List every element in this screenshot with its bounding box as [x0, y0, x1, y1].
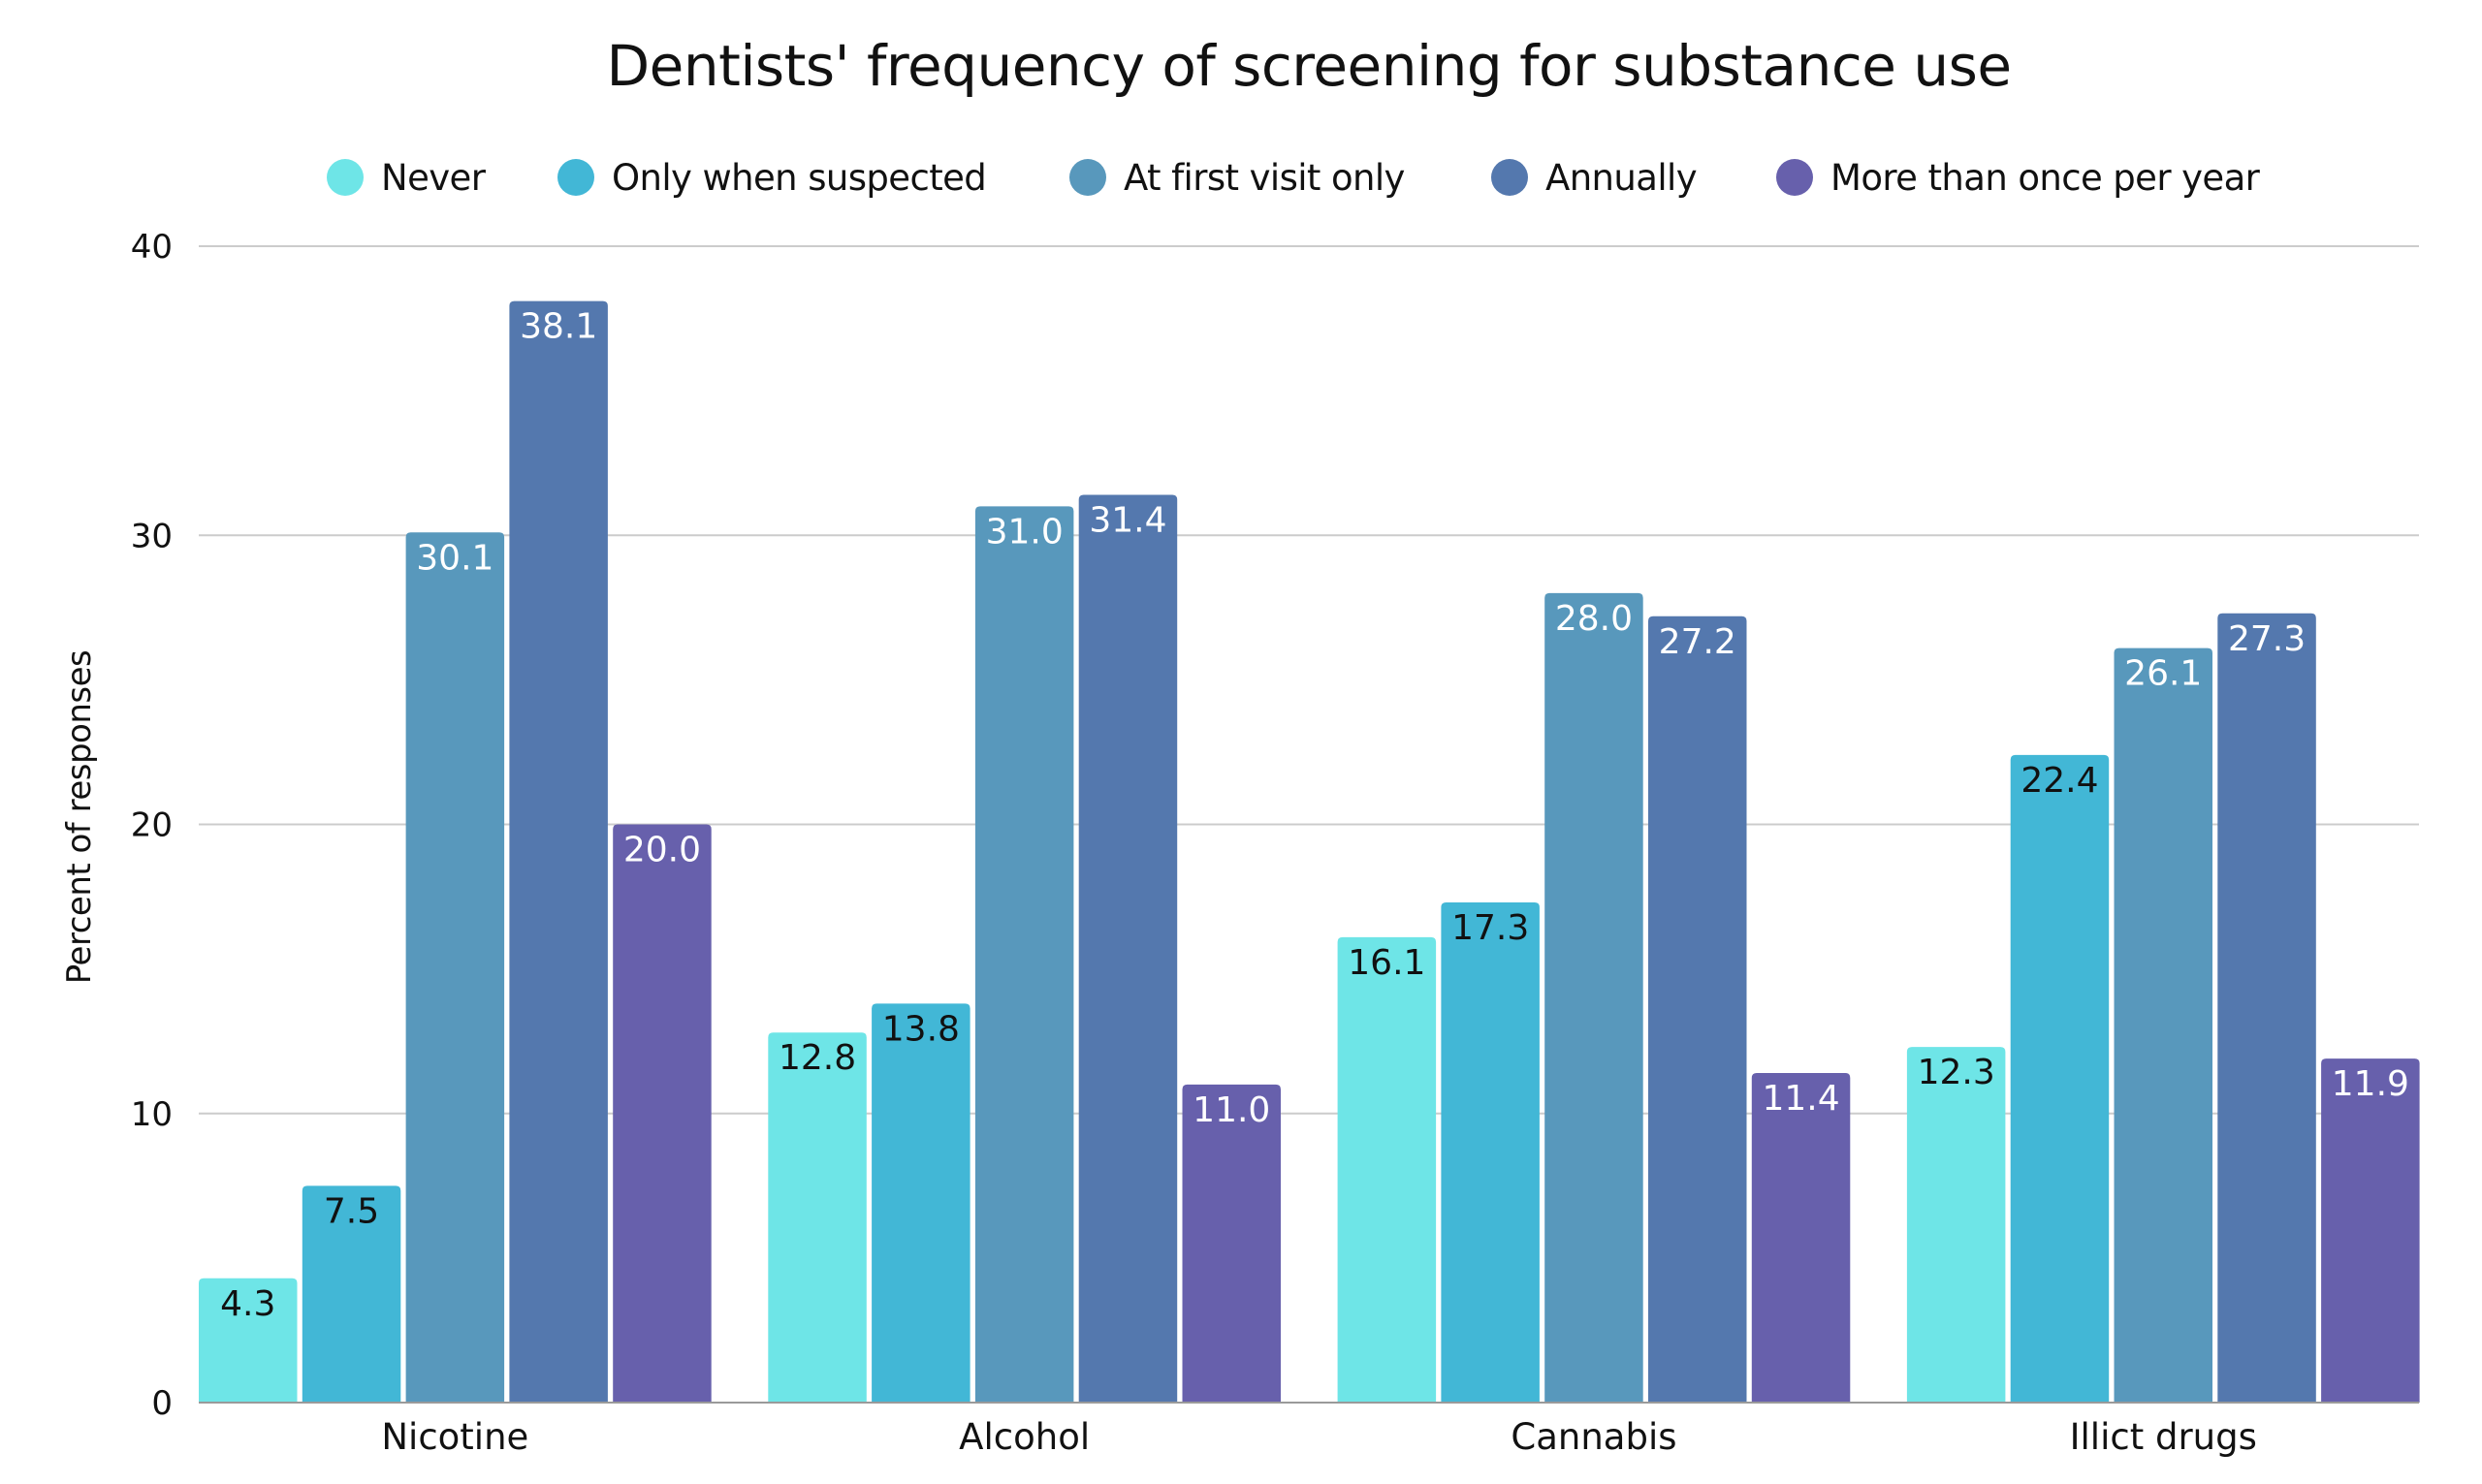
bar-data-label: 20.0 [623, 831, 701, 870]
category-labels: Nicotine Alcohol Cannabis Illict drugs [381, 1416, 2257, 1458]
bar-data-label: 11.9 [2332, 1064, 2409, 1104]
y-tick-label: 10 [131, 1095, 173, 1134]
bar [1337, 936, 1437, 1403]
y-axis-ticks: 0 10 20 30 40 [131, 228, 173, 1423]
legend-swatch-only-when-suspected [557, 159, 594, 196]
bar [974, 506, 1074, 1403]
bar-data-label: 31.0 [986, 512, 1064, 552]
legend-swatch-more-than-once-per-year [1776, 159, 1813, 196]
legend-swatch-at-first-visit-only [1069, 159, 1106, 196]
bar [199, 1278, 298, 1403]
bar [1648, 616, 1747, 1403]
bar [509, 300, 608, 1404]
bar [1544, 592, 1643, 1403]
bar [1441, 902, 1540, 1403]
bar-data-label: 27.2 [1659, 622, 1736, 662]
legend-item-more-than-once-per-year: More than once per year [1776, 155, 2260, 200]
x-category-label: Illict drugs [2070, 1416, 2257, 1458]
legend-swatch-annually [1491, 159, 1528, 196]
bar-data-label: 38.1 [520, 307, 597, 347]
x-category-label: Nicotine [381, 1416, 528, 1458]
legend-label: More than once per year [1830, 156, 2260, 199]
y-tick-label: 20 [131, 806, 173, 845]
legend-item-annually: Annually [1491, 155, 1698, 200]
bar-data-label: 12.3 [1918, 1053, 1995, 1092]
legend-label: Never [381, 156, 486, 199]
bar [405, 532, 505, 1403]
bar-data-label: 30.1 [416, 538, 493, 578]
bar [1078, 494, 1178, 1403]
legend-swatch-never [327, 159, 364, 196]
legend-item-only-when-suspected: Only when suspected [557, 155, 987, 200]
bars [199, 300, 2420, 1404]
chart-title: Dentists' frequency of screening for sub… [606, 33, 2012, 99]
bar [613, 824, 712, 1403]
bar [1182, 1084, 1281, 1403]
bar [1751, 1072, 1851, 1403]
bar [768, 1032, 867, 1403]
bar-data-label: 13.8 [882, 1009, 960, 1049]
bar-data-label: 11.4 [1762, 1079, 1839, 1119]
bar-data-label: 16.1 [1348, 943, 1425, 983]
bar-labels: 4.3 7.5 30.1 38.1 20.0 12.8 13.8 31.0 31.4 11.0 16… [220, 307, 2409, 1324]
bar [2321, 1058, 2420, 1403]
bar [2010, 754, 2110, 1403]
bar-data-label: 28.0 [1555, 599, 1633, 639]
bar-data-label: 26.1 [2124, 654, 2202, 694]
bar-data-label: 22.4 [2021, 761, 2098, 801]
bar [1906, 1047, 2006, 1403]
bar-data-label: 4.3 [220, 1284, 275, 1324]
x-category-label: Alcohol [959, 1416, 1090, 1458]
bar-data-label: 7.5 [324, 1191, 379, 1231]
bar-data-label: 27.3 [2228, 619, 2306, 659]
legend-label: Only when suspected [612, 156, 987, 199]
legend-item-at-first-visit-only: At first visit only [1069, 155, 1405, 200]
x-category-label: Cannabis [1511, 1416, 1676, 1458]
bar [2217, 613, 2316, 1403]
bar-data-label: 11.0 [1193, 1090, 1270, 1130]
y-tick-label: 30 [131, 517, 173, 555]
legend-label: Annually [1545, 156, 1698, 199]
bar-data-label: 17.3 [1451, 908, 1529, 948]
bar-data-label: 12.8 [779, 1038, 856, 1078]
y-tick-label: 0 [151, 1384, 173, 1423]
bar [2114, 647, 2212, 1403]
legend-item-never: Never [327, 155, 486, 200]
bar-data-label: 31.4 [1089, 500, 1166, 540]
bar [872, 1003, 971, 1403]
bar [302, 1185, 401, 1403]
y-tick-label: 40 [131, 228, 173, 267]
legend-label: At first visit only [1124, 156, 1405, 199]
